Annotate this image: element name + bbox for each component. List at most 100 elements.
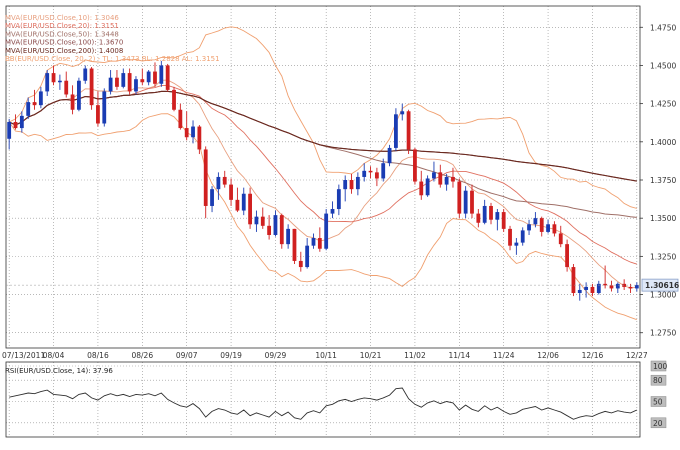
candle [324, 209, 329, 251]
candle [438, 164, 443, 188]
price-tick-label: 1.4500 [650, 61, 676, 70]
date-tick-label: 07/13/2011 [2, 351, 45, 360]
legend-entry: MVA(EUR/USD.Close,100): 1.3670 [5, 39, 123, 47]
candle-body [482, 205, 487, 223]
candle [38, 86, 43, 109]
candle [279, 213, 284, 249]
candle-body [476, 213, 481, 223]
candle [153, 62, 157, 87]
candle [146, 70, 151, 86]
date-tick-label: 08/16 [87, 351, 109, 360]
candle [70, 85, 75, 115]
candle-body [508, 228, 512, 246]
candle [51, 65, 56, 86]
candle-body [362, 170, 367, 177]
rsi-legend-label: RSI(EUR/USD.Close, 14): 37.96 [5, 367, 113, 375]
date-tick-label: 08/26 [131, 351, 153, 360]
candle-body [216, 176, 221, 190]
candle-body [305, 245, 310, 268]
candle-body [222, 176, 227, 185]
candle [254, 210, 259, 232]
candle-body [596, 283, 601, 294]
candle-body [165, 65, 170, 90]
price-grid [6, 6, 640, 348]
rsi-tick-label: 20 [653, 419, 663, 428]
candle [514, 238, 519, 255]
candle-body [197, 126, 202, 150]
candle-body [622, 283, 627, 287]
bollinger-lower-band [8, 113, 637, 321]
candle [546, 219, 550, 234]
candle [172, 86, 176, 112]
rsi-tick-label: 80 [653, 376, 663, 385]
date-tick-label: 12/06 [537, 351, 559, 360]
candle-body [254, 216, 259, 225]
candle [260, 207, 265, 229]
rsi-series [9, 387, 637, 420]
candle-body [267, 225, 272, 235]
candle [463, 186, 468, 219]
bollinger-upper-band [9, 26, 637, 209]
candle-body [229, 184, 233, 200]
candle [83, 65, 88, 84]
candle-body [89, 68, 94, 106]
candle-body [432, 172, 436, 179]
candle-body [533, 218, 538, 225]
candle-body [273, 215, 278, 235]
price-tick-label: 1.3000 [650, 291, 676, 300]
candle-body [26, 102, 31, 116]
candle [89, 66, 94, 110]
candle [19, 111, 24, 133]
candle [165, 63, 170, 92]
rsi-tick-label: 100 [653, 362, 668, 371]
candle-body [539, 218, 544, 232]
candle-body [115, 77, 119, 87]
candle-body [324, 213, 329, 249]
rsi-grid [6, 362, 640, 437]
candle [330, 201, 335, 219]
candle [57, 74, 62, 90]
candle-body [463, 190, 468, 214]
candle-body [203, 149, 208, 206]
legend-entry: MVA(EUR/USD.Close,200): 1.4008 [5, 47, 123, 55]
date-tick-label: 08/04 [43, 351, 65, 360]
candle-body [577, 289, 582, 294]
date-tick-label: 10/11 [315, 351, 337, 360]
legend-entry: MVA(EUR/USD.Close,20): 1.3151 [5, 22, 119, 30]
date-tick-label: 11/24 [493, 351, 515, 360]
candle-body [279, 215, 284, 245]
date-tick-label: 10/21 [360, 351, 382, 360]
rsi-tick-box [650, 374, 667, 386]
candle-body [609, 285, 614, 289]
candle [584, 282, 589, 298]
legend-entry: MVA(EUR/USD.Close,10): 1.3046 [5, 14, 119, 22]
candle-body [565, 244, 569, 268]
candle [248, 187, 252, 229]
candle-body [102, 91, 107, 124]
candle [425, 175, 430, 197]
candle-body [590, 286, 595, 294]
candlesticks [7, 60, 639, 301]
candle-body [127, 73, 132, 92]
candle [527, 219, 531, 235]
candle [413, 147, 417, 185]
date-tick-label: 12/27 [626, 351, 648, 360]
candle [64, 71, 69, 98]
date-tick-label: 09/19 [220, 351, 242, 360]
candle-body [584, 286, 589, 290]
candle [501, 209, 506, 232]
price-axis: 1.4750 1.4500 1.4250 1.4000 1.3750 1.3500 1.32… [5, 5, 679, 349]
candle [596, 280, 601, 295]
candle-body [153, 71, 157, 84]
candle [140, 68, 145, 86]
rsi-tick-box [650, 396, 667, 407]
candle [374, 167, 379, 187]
candle [191, 120, 195, 144]
candle [197, 125, 202, 155]
candle-body [381, 163, 386, 179]
legend-entry: MVA(EUR/USD.Close,50): 1.3448 [5, 30, 119, 38]
candle-body [615, 283, 620, 289]
candle [482, 199, 487, 225]
candle [210, 186, 214, 213]
